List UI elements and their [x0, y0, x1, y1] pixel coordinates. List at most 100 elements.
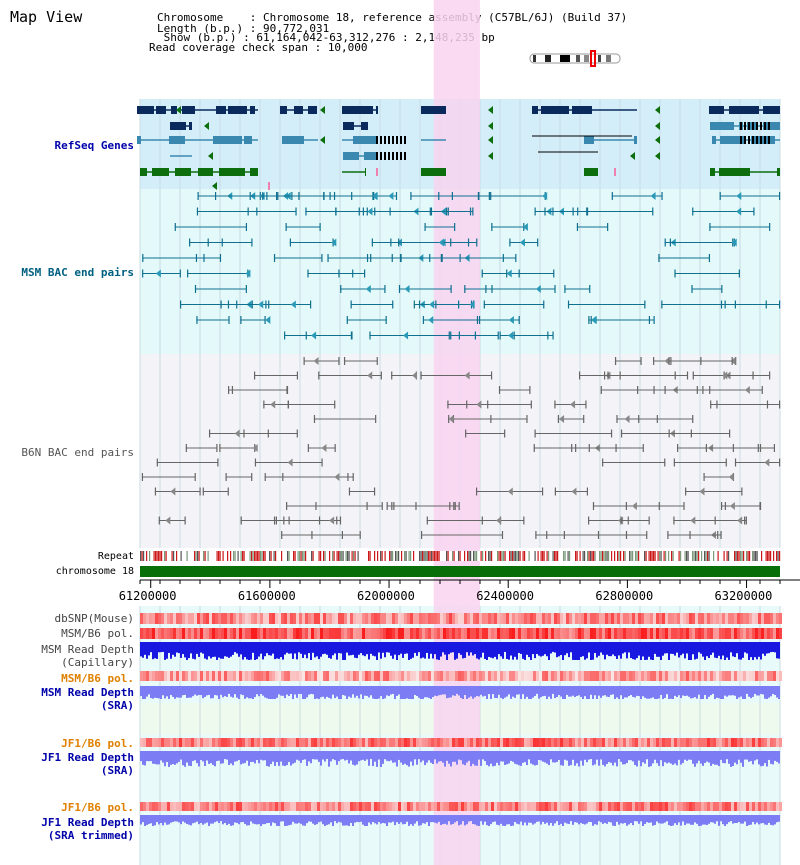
- polymorphism-cell: [581, 802, 584, 811]
- polymorphism-cell: [206, 738, 209, 747]
- read-depth-bar: [508, 686, 510, 695]
- read-depth-bar: [476, 642, 478, 659]
- bac-end-mark: [334, 444, 336, 452]
- gene-exon: [756, 136, 758, 144]
- refseq-track-label[interactable]: RefSeq Genes: [54, 139, 134, 152]
- repeat-element: [546, 551, 548, 561]
- strand-arrow: [542, 192, 548, 200]
- polymorphism-cell: [581, 628, 584, 639]
- read-depth-bar: [186, 751, 188, 763]
- read-depth-bar: [662, 686, 664, 699]
- read-depth-bar: [182, 751, 184, 766]
- read-depth-bar: [690, 686, 692, 699]
- read-depth-bar: [444, 642, 446, 655]
- read-depth-bar: [218, 686, 220, 699]
- bac-end-mark: [571, 444, 573, 452]
- read-depth-bar: [202, 686, 204, 699]
- read-depth-bar: [344, 686, 346, 696]
- polymorphism-cell: [515, 628, 518, 639]
- read-depth-bar: [680, 815, 682, 826]
- polymorphism-cell: [725, 802, 728, 811]
- bac-end-mark: [518, 269, 520, 278]
- read-depth-bar: [152, 815, 154, 826]
- bac-end-mark: [185, 444, 187, 452]
- polymorphism-cell: [539, 802, 542, 811]
- polymorphism-cell: [770, 628, 773, 639]
- repeat-element: [485, 551, 487, 561]
- read-depth-bar: [194, 642, 196, 660]
- strand-arrow: [631, 502, 637, 510]
- gene-exon: [400, 136, 402, 144]
- bac-end-mark: [228, 386, 230, 394]
- read-depth-bar: [228, 815, 230, 824]
- read-depth-bar: [778, 642, 780, 659]
- read-depth-bar: [710, 642, 712, 655]
- repeat-element: [392, 551, 394, 561]
- strand-arrow: [265, 316, 271, 324]
- bac-end-mark: [264, 316, 266, 324]
- polymorphism-cell: [698, 628, 701, 639]
- read-depth-bar: [616, 642, 618, 659]
- bac-end-mark: [741, 487, 743, 496]
- read-depth-bar: [526, 686, 528, 697]
- bac-end-mark: [450, 285, 452, 293]
- polymorphism-cell: [263, 671, 266, 681]
- repeat-element: [482, 551, 484, 561]
- read-depth-bar: [518, 642, 520, 654]
- polymorphism-cell: [374, 628, 377, 639]
- read-depth-bar: [614, 642, 616, 657]
- gene-exon: [152, 168, 169, 176]
- msm-bac-track-label[interactable]: MSM BAC end pairs: [21, 266, 134, 279]
- read-depth-bar: [660, 815, 662, 824]
- read-depth-bar: [612, 751, 614, 766]
- jf1-depth-trimmed-label: JF1 Read Depth (SRA trimmed): [41, 816, 134, 842]
- polymorphism-cell: [260, 613, 263, 624]
- read-depth-bar: [608, 686, 610, 698]
- polymorphism-cell: [212, 628, 215, 639]
- polymorphism-cell: [209, 802, 212, 811]
- polymorphism-cell: [317, 802, 320, 811]
- read-depth-bar: [562, 815, 564, 826]
- polymorphism-cell: [596, 671, 599, 681]
- polymorphism-cell: [329, 802, 332, 811]
- read-depth-bar: [510, 642, 512, 656]
- repeat-element: [606, 551, 608, 561]
- polymorphism-cell: [650, 738, 653, 747]
- repeat-element: [254, 551, 256, 561]
- read-depth-bar: [528, 815, 530, 823]
- strand-arrow: [311, 331, 317, 340]
- b6n-bac-track-label[interactable]: B6N BAC end pairs: [21, 446, 134, 459]
- polymorphism-cell: [536, 613, 539, 624]
- repeat-element: [743, 551, 745, 561]
- read-depth-bar: [328, 642, 330, 658]
- polymorphism-cell: [311, 802, 314, 811]
- polymorphism-cell: [650, 802, 653, 811]
- polymorphism-cell: [521, 628, 524, 639]
- bac-end-mark: [253, 371, 256, 380]
- read-depth-bar: [728, 686, 730, 696]
- bac-end-mark: [245, 285, 247, 293]
- gene-exon: [744, 122, 746, 130]
- polymorphism-cell: [641, 628, 644, 639]
- repeat-element: [557, 551, 559, 561]
- read-depth-bar: [154, 751, 156, 764]
- bac-end-mark: [769, 223, 771, 231]
- bac-end-mark: [483, 300, 485, 309]
- read-depth-bar: [736, 751, 738, 765]
- polymorphism-cell: [263, 613, 266, 624]
- repeat-element: [738, 551, 740, 561]
- gene-exon: [219, 168, 245, 176]
- repeat-element: [489, 551, 491, 561]
- read-depth-bar: [150, 686, 152, 699]
- read-depth-bar: [360, 751, 362, 761]
- polymorphism-cell: [251, 802, 254, 811]
- polymorphism-cell: [713, 738, 716, 747]
- polymorphism-cell: [698, 802, 701, 811]
- bac-end-mark: [398, 285, 401, 293]
- bac-end-mark: [236, 300, 238, 309]
- repeat-element: [437, 551, 439, 561]
- bac-end-mark: [268, 300, 270, 309]
- repeat-element: [233, 551, 235, 561]
- read-depth-bar: [392, 751, 394, 763]
